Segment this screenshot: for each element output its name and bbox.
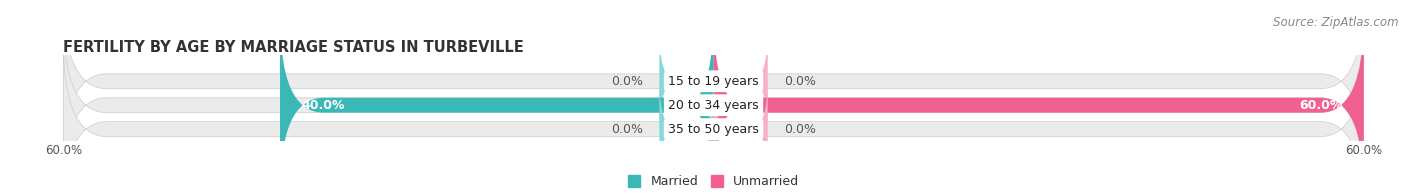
FancyBboxPatch shape bbox=[659, 31, 713, 131]
Text: 0.0%: 0.0% bbox=[785, 75, 815, 88]
Text: 0.0%: 0.0% bbox=[785, 123, 815, 136]
Text: 0.0%: 0.0% bbox=[612, 75, 643, 88]
Text: FERTILITY BY AGE BY MARRIAGE STATUS IN TURBEVILLE: FERTILITY BY AGE BY MARRIAGE STATUS IN T… bbox=[63, 40, 524, 55]
Text: 0.0%: 0.0% bbox=[612, 123, 643, 136]
Text: 40.0%: 40.0% bbox=[302, 99, 346, 112]
Text: 35 to 50 years: 35 to 50 years bbox=[668, 123, 759, 136]
FancyBboxPatch shape bbox=[713, 79, 768, 179]
FancyBboxPatch shape bbox=[63, 41, 1364, 196]
FancyBboxPatch shape bbox=[713, 31, 768, 131]
Text: 15 to 19 years: 15 to 19 years bbox=[668, 75, 759, 88]
FancyBboxPatch shape bbox=[63, 0, 1364, 170]
Text: Source: ZipAtlas.com: Source: ZipAtlas.com bbox=[1274, 16, 1399, 29]
FancyBboxPatch shape bbox=[713, 17, 1364, 194]
FancyBboxPatch shape bbox=[63, 17, 1364, 194]
Text: 60.0%: 60.0% bbox=[1299, 99, 1343, 112]
Legend: Married, Unmarried: Married, Unmarried bbox=[628, 175, 799, 188]
FancyBboxPatch shape bbox=[659, 79, 713, 179]
Text: 20 to 34 years: 20 to 34 years bbox=[668, 99, 759, 112]
FancyBboxPatch shape bbox=[280, 17, 713, 194]
